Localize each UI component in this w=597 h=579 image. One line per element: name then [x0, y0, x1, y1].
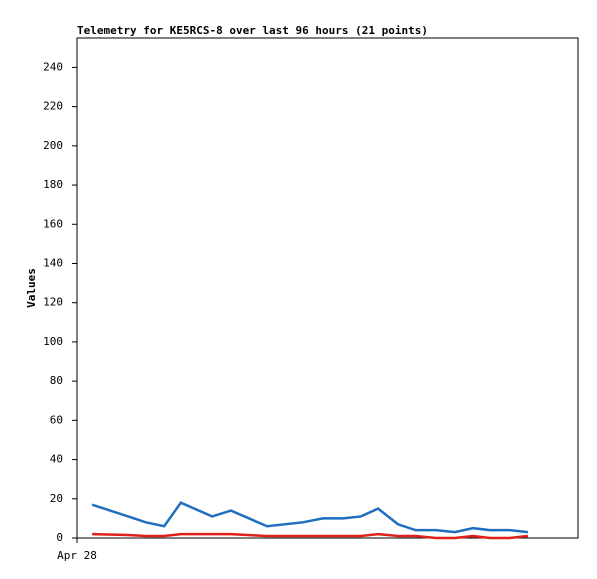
- y-tick-label: 40: [50, 453, 63, 466]
- y-tick-label: 20: [50, 492, 63, 505]
- y-tick-label: 160: [43, 217, 63, 230]
- y-tick-label: 100: [43, 335, 63, 348]
- y-tick-label: 140: [43, 256, 63, 269]
- y-tick-label: 200: [43, 139, 63, 152]
- x-tick-label: Apr 28: [57, 549, 97, 562]
- chart-title: Telemetry for KE5RCS-8 over last 96 hour…: [77, 24, 428, 37]
- y-tick-label: 60: [50, 413, 63, 426]
- y-tick-label: 220: [43, 100, 63, 113]
- y-axis-label: Values: [25, 268, 38, 308]
- y-tick-label: 80: [50, 374, 63, 387]
- y-tick-label: 180: [43, 178, 63, 191]
- plot-frame: [76, 37, 579, 539]
- y-tick-label: 120: [43, 296, 63, 309]
- series-line: [91, 501, 529, 534]
- y-tick-label: 240: [43, 60, 63, 73]
- y-tick-label: 0: [56, 531, 63, 544]
- series-line: [92, 532, 529, 540]
